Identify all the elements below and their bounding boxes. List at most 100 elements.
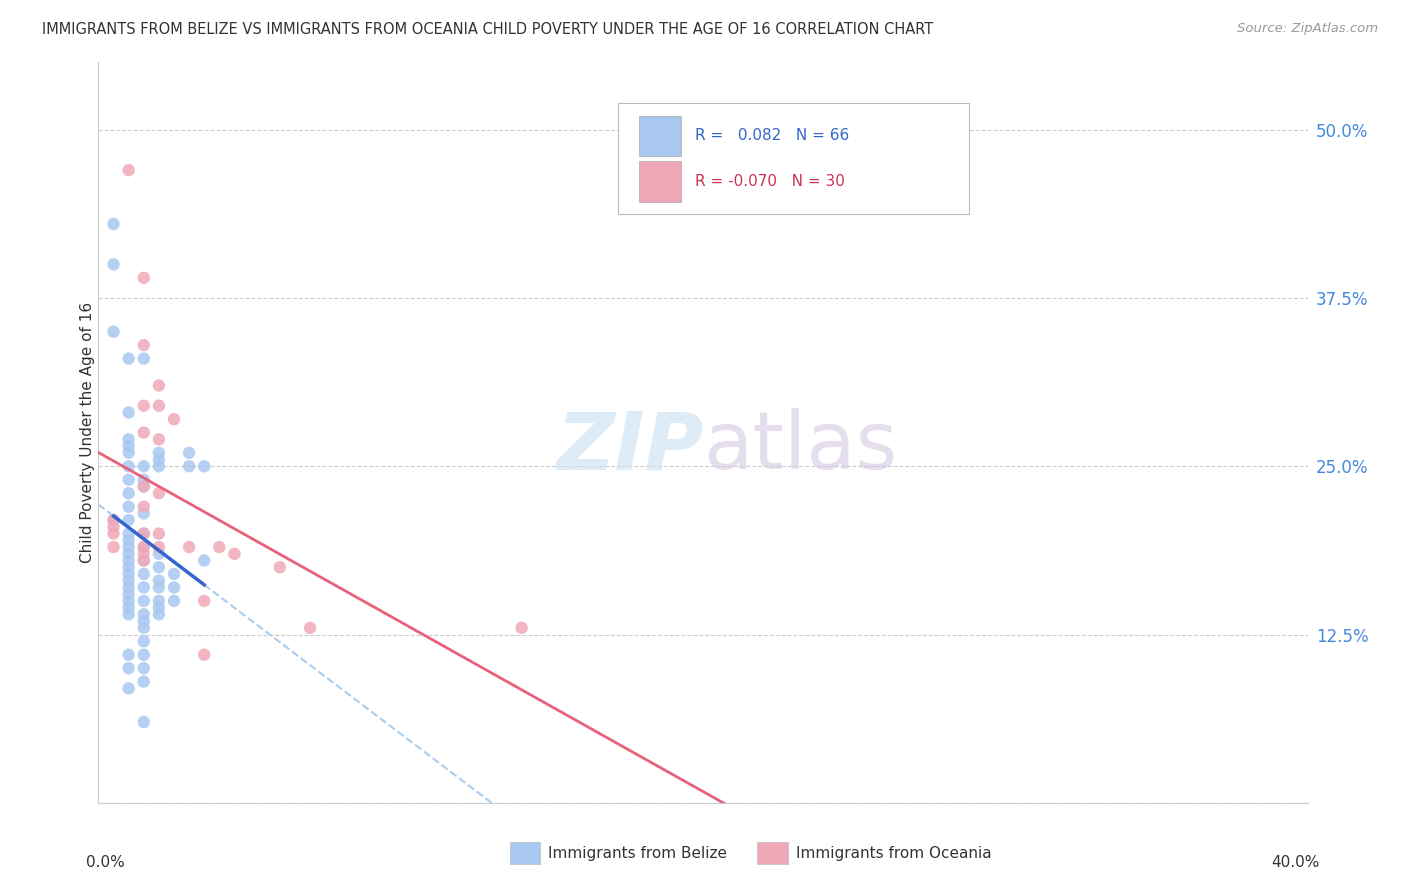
Point: [118, 581, 141, 595]
Bar: [638, 116, 682, 156]
Point: [118, 163, 141, 178]
Point: [132, 540, 155, 554]
Point: [179, 459, 201, 474]
Point: [179, 540, 201, 554]
Point: [132, 621, 155, 635]
Point: [132, 479, 155, 493]
Point: [118, 533, 141, 548]
Point: [118, 587, 141, 601]
Point: [163, 566, 186, 581]
Point: [148, 547, 170, 561]
Point: [132, 661, 155, 675]
Point: [118, 600, 141, 615]
Point: [118, 540, 141, 554]
Point: [208, 540, 231, 554]
Point: [193, 648, 215, 662]
Point: [118, 574, 141, 588]
Point: [132, 547, 155, 561]
Point: [132, 425, 155, 440]
Point: [118, 560, 141, 574]
Point: [148, 486, 170, 500]
Point: [103, 513, 125, 527]
Point: [132, 594, 155, 608]
Point: [148, 459, 170, 474]
Point: [103, 257, 125, 271]
Point: [148, 600, 170, 615]
Bar: [758, 842, 787, 864]
Point: [118, 351, 141, 366]
Point: [132, 399, 155, 413]
Point: [148, 378, 170, 392]
Point: [118, 661, 141, 675]
Point: [132, 473, 155, 487]
Point: [299, 621, 322, 635]
Point: [103, 513, 125, 527]
Bar: [638, 161, 682, 202]
Point: [132, 553, 155, 567]
Point: [510, 621, 533, 635]
Point: [103, 526, 125, 541]
Point: [132, 500, 155, 514]
Point: [132, 338, 155, 352]
Point: [118, 553, 141, 567]
Point: [148, 433, 170, 447]
Text: Source: ZipAtlas.com: Source: ZipAtlas.com: [1237, 22, 1378, 36]
Text: Immigrants from Belize: Immigrants from Belize: [548, 846, 727, 861]
Point: [132, 507, 155, 521]
Point: [148, 446, 170, 460]
Point: [148, 607, 170, 622]
Point: [148, 399, 170, 413]
Point: [179, 446, 201, 460]
Point: [118, 681, 141, 696]
Point: [163, 594, 186, 608]
Point: [118, 433, 141, 447]
Point: [132, 540, 155, 554]
Point: [118, 486, 141, 500]
Point: [132, 351, 155, 366]
Point: [148, 594, 170, 608]
Point: [118, 607, 141, 622]
Point: [118, 648, 141, 662]
Point: [103, 540, 125, 554]
Point: [224, 547, 246, 561]
Point: [118, 594, 141, 608]
Point: [163, 581, 186, 595]
Text: ZIP: ZIP: [555, 409, 703, 486]
Text: Immigrants from Oceania: Immigrants from Oceania: [796, 846, 991, 861]
Point: [163, 412, 186, 426]
Point: [148, 581, 170, 595]
Point: [132, 607, 155, 622]
Bar: [509, 842, 540, 864]
Point: [148, 574, 170, 588]
Point: [118, 566, 141, 581]
Point: [132, 714, 155, 729]
Point: [132, 553, 155, 567]
Point: [193, 594, 215, 608]
Point: [118, 459, 141, 474]
Point: [193, 459, 215, 474]
Point: [148, 526, 170, 541]
Point: [132, 566, 155, 581]
Y-axis label: Child Poverty Under the Age of 16: Child Poverty Under the Age of 16: [80, 302, 94, 563]
Point: [132, 459, 155, 474]
Point: [118, 405, 141, 419]
Point: [118, 446, 141, 460]
Point: [269, 560, 291, 574]
Text: IMMIGRANTS FROM BELIZE VS IMMIGRANTS FROM OCEANIA CHILD POVERTY UNDER THE AGE OF: IMMIGRANTS FROM BELIZE VS IMMIGRANTS FRO…: [42, 22, 934, 37]
Point: [132, 581, 155, 595]
Point: [118, 500, 141, 514]
Text: R =   0.082   N = 66: R = 0.082 N = 66: [695, 128, 849, 144]
FancyBboxPatch shape: [619, 103, 969, 214]
Point: [132, 674, 155, 689]
Text: 40.0%: 40.0%: [1271, 855, 1320, 870]
Point: [103, 520, 125, 534]
Point: [103, 217, 125, 231]
Point: [118, 547, 141, 561]
Point: [148, 452, 170, 467]
Point: [132, 648, 155, 662]
Point: [118, 473, 141, 487]
Point: [132, 270, 155, 285]
Point: [148, 540, 170, 554]
Point: [118, 526, 141, 541]
Point: [132, 526, 155, 541]
